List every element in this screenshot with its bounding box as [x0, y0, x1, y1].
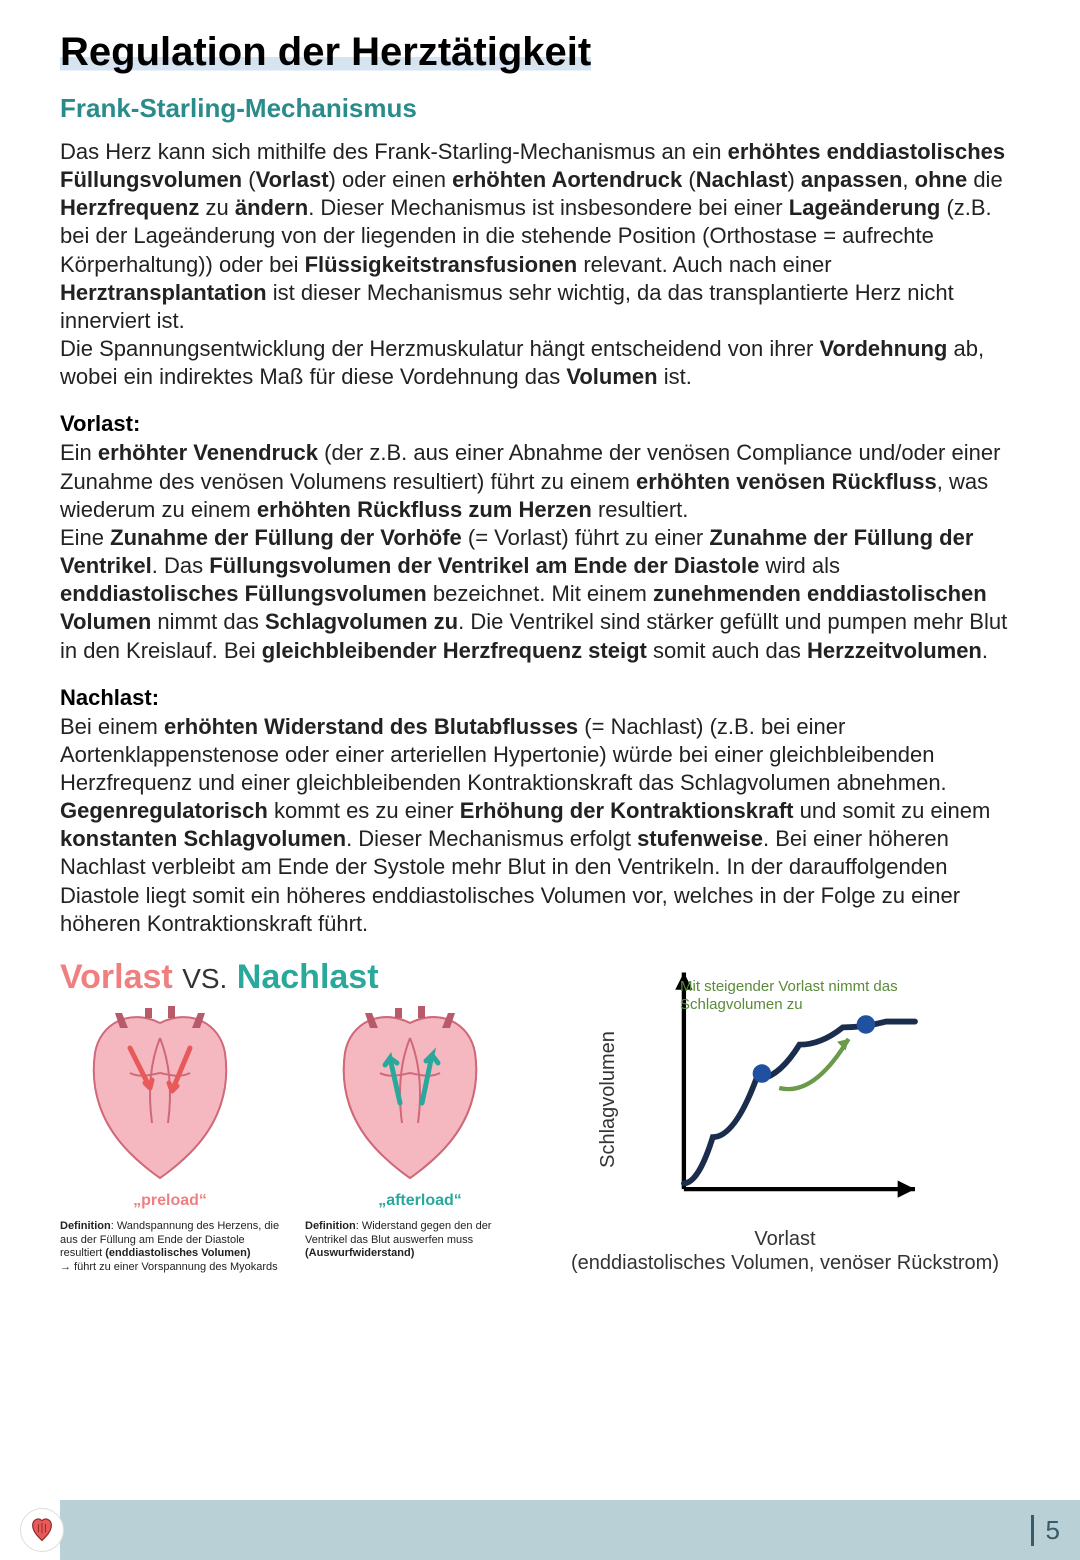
page-title: Regulation der Herztätigkeit — [60, 30, 591, 75]
title-vorlast: Vorlast — [60, 958, 173, 996]
afterload-label: „afterload“ — [310, 1192, 530, 1210]
heart-footer-icon — [20, 1508, 64, 1552]
page-footer: 5 — [0, 1500, 1080, 1560]
page-number: 5 — [1031, 1515, 1060, 1546]
vorlast-paragraph: Ein erhöhter Venendruck (der z.B. aus ei… — [60, 439, 1020, 664]
afterload-definition: Definition: Widerstand gegen den der Ven… — [305, 1220, 530, 1275]
vorlast-heading: Vorlast: — [60, 411, 1020, 437]
afterload-heart-col: „afterload“ — [310, 1003, 530, 1210]
nachlast-heading: Nachlast: — [60, 685, 1020, 711]
section-subtitle: Frank-Starling-Mechanismus — [60, 93, 1020, 124]
preload-heart-icon — [60, 1003, 260, 1183]
chart-x-label: Vorlast (enddiastolisches Volumen, venös… — [550, 1227, 1020, 1275]
preload-label: „preload“ — [60, 1192, 280, 1210]
intro-paragraph: Das Herz kann sich mithilfe des Frank-St… — [60, 138, 1020, 391]
chart-annotation: Mit steigender Vorlast nimmt das Schlagv… — [680, 978, 930, 1014]
starling-chart: Schlagvolumen Mit steigender Vorlast nim… — [550, 958, 1020, 1275]
nachlast-paragraph: Bei einem erhöhten Widerstand des Blutab… — [60, 713, 1020, 938]
preload-definition: Definition: Wandspannung des Herzens, di… — [60, 1220, 285, 1275]
title-nachlast: Nachlast — [237, 958, 379, 996]
vs-title: Vorlast VS. Nachlast — [60, 958, 530, 997]
title-vs: VS. — [182, 963, 227, 994]
hearts-diagram: Vorlast VS. Nachlast „preload“ — [60, 958, 530, 1275]
chart-y-label: Schlagvolumen — [597, 1031, 620, 1168]
preload-heart-col: „preload“ — [60, 1003, 280, 1210]
afterload-heart-icon — [310, 1003, 510, 1183]
diagram-row: Vorlast VS. Nachlast „preload“ — [60, 958, 1020, 1275]
